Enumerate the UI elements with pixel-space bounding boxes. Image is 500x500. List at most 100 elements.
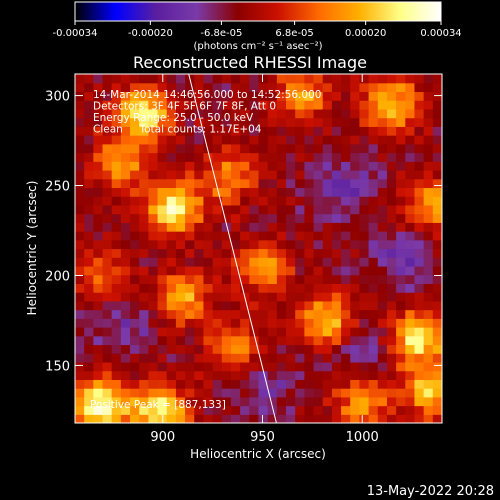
heatmap-cell [322,361,333,372]
heatmap-cell [102,361,113,372]
heatmap-cell [185,231,195,241]
heatmap-cell [313,318,324,328]
heatmap-cell [185,327,195,337]
heatmap-cell [295,274,305,284]
heatmap-cell [313,196,324,206]
heatmap-cell [130,361,140,372]
heatmap-cell [368,152,379,162]
heatmap-cell [350,100,361,110]
heatmap-cell [130,405,140,415]
heatmap-cell [93,187,104,197]
heatmap-cell [359,161,370,171]
solar-limb-line [188,74,277,423]
heatmap-cell [322,82,333,93]
heatmap-cell [230,265,241,276]
heatmap-cell [350,274,361,284]
heatmap-cell [157,274,168,284]
heatmap-cell [331,265,342,276]
heatmap-cell [295,239,305,250]
heatmap-cell [396,161,406,171]
heatmap-cell [93,318,104,328]
heatmap-cell [377,213,388,223]
heatmap-cell [194,126,205,136]
heatmap-cell [405,135,416,145]
heatmap-cell [276,100,287,110]
heatmap-cell [386,74,397,84]
heatmap-cell [111,274,122,284]
heatmap-cell [276,370,287,380]
heatmap-cell [258,405,269,415]
heatmap-cell [212,213,223,223]
heatmap-cell [130,292,140,302]
heatmap-cell [148,231,159,241]
heatmap-cell [212,335,223,346]
heatmap-cell [194,117,205,127]
heatmap-cell [258,239,269,250]
heatmap-cell [322,187,333,197]
heatmap-cell [267,187,278,197]
heatmap-cell [84,152,94,162]
heatmap-cell [432,74,442,84]
heatmap-cell [341,396,351,407]
heatmap-cell [212,414,223,423]
heatmap-cell [203,361,214,372]
heatmap-cell [322,213,333,223]
heatmap-cell [322,388,333,398]
heatmap-cell [405,91,416,101]
heatmap-cell [148,292,159,302]
heatmap-cell [194,361,205,372]
heatmap-cell [359,353,370,363]
heatmap-cell [258,204,269,215]
heatmap-cell [203,108,214,119]
colorbar-tick-label: 0.00034 [420,28,461,39]
heatmap-cell [203,117,214,127]
heatmap-cell [175,231,186,241]
heatmap-cell [396,213,406,223]
heatmap-cell [276,74,287,84]
heatmap-cell [276,265,287,276]
heatmap-cell [230,396,241,407]
heatmap-cell [240,300,250,311]
heatmap-cell [230,274,241,284]
heatmap-cell [102,196,113,206]
heatmap-cell [386,204,397,215]
heatmap-cell [194,239,205,250]
heatmap-cell [386,379,397,389]
heatmap-cell [423,257,434,267]
heatmap-cell [368,82,379,93]
heatmap-cell [240,91,250,101]
heatmap-cell [111,152,122,162]
heatmap-cell [258,82,269,93]
heatmap-cell [258,100,269,110]
heatmap-cell [102,248,113,258]
heatmap-cell [341,169,351,180]
heatmap-cell [377,283,388,293]
heatmap-cell [258,265,269,276]
heatmap-cell [304,283,315,293]
heatmap-cell [286,300,296,311]
heatmap-cell [295,222,305,232]
heatmap-cell [414,388,425,398]
heatmap-cell [84,292,94,302]
heatmap-cell [139,213,149,223]
heatmap-cell [212,257,223,267]
heatmap-cell [120,231,131,241]
heatmap-cell [240,248,250,258]
heatmap-cell [377,204,388,215]
heatmap-cell [396,300,406,311]
heatmap-cell [212,405,223,415]
heatmap-cell [84,370,94,380]
heatmap-cell [267,414,278,423]
heatmap-cell [350,161,361,171]
heatmap-cell [386,126,397,136]
heatmap-cell [75,274,85,284]
colorbar [74,1,442,22]
heatmap-cell [221,204,232,215]
heatmap-cell [267,169,278,180]
heatmap-cell [175,213,186,223]
heatmap-cell [221,187,232,197]
heatmap-cell [423,283,434,293]
heatmap-cell [130,265,140,276]
heatmap-cell [331,257,342,267]
heatmap-cell [130,143,140,154]
